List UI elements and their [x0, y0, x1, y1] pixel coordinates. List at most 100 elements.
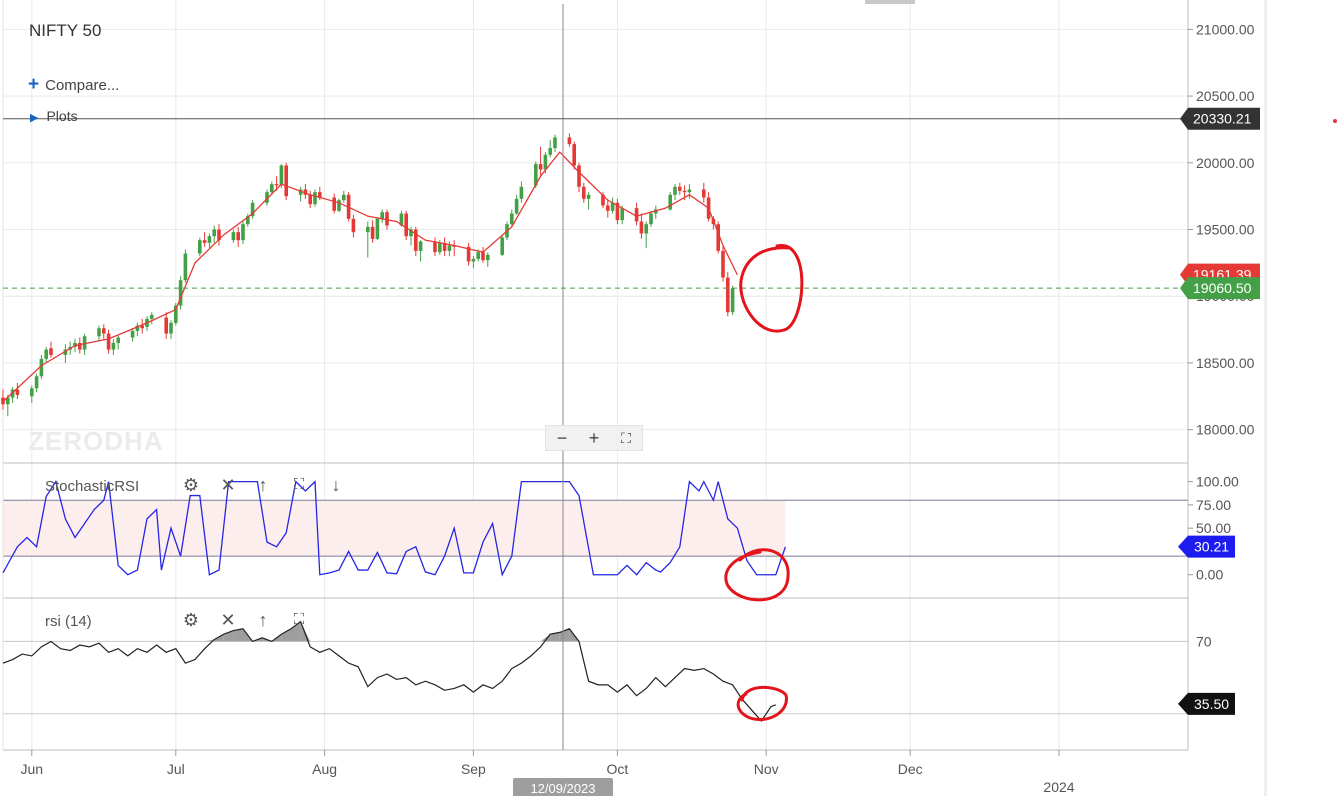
candle: [102, 324, 106, 339]
candle: [577, 162, 581, 193]
candle: [178, 276, 183, 310]
price-tag-bg: [1180, 277, 1260, 300]
candle-body: [418, 241, 423, 251]
stoch-y-tick-label: 50.00: [1196, 520, 1231, 536]
candle-body: [721, 250, 725, 278]
plots-label: Plots: [46, 108, 78, 124]
candle: [730, 285, 735, 315]
candle: [49, 341, 53, 358]
rsi-line: [2, 620, 777, 723]
candle-body: [438, 242, 442, 253]
candle-body: [510, 213, 514, 225]
candle-body: [582, 186, 586, 199]
candle-body: [106, 333, 111, 350]
x-tick-label: Oct: [607, 761, 629, 777]
candle-body: [730, 288, 735, 313]
candle-body: [702, 189, 706, 198]
candle-body: [370, 226, 375, 239]
candle: [313, 189, 317, 207]
candle-body: [620, 208, 624, 221]
candle-body: [135, 325, 140, 331]
rsi-series: [2, 620, 777, 723]
candle: [39, 354, 44, 379]
price-tag-bg: [1180, 107, 1260, 130]
pane-separators: [2, 0, 1189, 751]
rsi-overbought-fill: [204, 639, 215, 642]
candle-body: [140, 325, 144, 329]
candle-body: [726, 277, 730, 313]
candle: [644, 221, 648, 249]
candle-body: [649, 213, 653, 225]
candle-body: [246, 216, 250, 225]
moving-average-line: [2, 151, 738, 403]
candle-body: [716, 224, 720, 251]
candle-body: [567, 137, 572, 145]
candle-body: [284, 165, 288, 197]
rsi-close-icon[interactable]: ✕: [220, 610, 236, 630]
candle: [380, 209, 384, 223]
candle-body: [169, 322, 173, 334]
annotation-circle: [739, 244, 804, 333]
stoch-move-down-icon[interactable]: ↓: [331, 475, 341, 495]
x-tick-label: Jul: [167, 761, 185, 777]
vertical-scrollbar[interactable]: [1264, 0, 1267, 796]
red-dot: [1333, 119, 1337, 123]
candle-body: [15, 389, 20, 395]
stoch-move-up-icon[interactable]: ↑: [258, 475, 268, 495]
candle-body: [610, 202, 615, 211]
zoom-controls: − + ⛶: [545, 425, 643, 451]
x-tick-label: Jun: [21, 761, 44, 777]
candle: [34, 373, 39, 393]
candle: [366, 221, 370, 258]
fullscreen-button[interactable]: ⛶: [621, 430, 631, 446]
candle-body: [673, 186, 677, 195]
rsi-settings-gear-icon[interactable]: ⚙: [182, 610, 200, 630]
candle-body: [298, 189, 303, 195]
candle: [78, 337, 82, 354]
candle: [217, 224, 221, 246]
candle: [284, 162, 288, 201]
rsi-move-up-icon[interactable]: ↑: [258, 610, 268, 630]
compare-label: Compare...: [45, 77, 120, 94]
candle: [231, 229, 236, 243]
stoch-y-tick-label: 0.00: [1196, 567, 1223, 583]
candle-body: [414, 229, 418, 251]
candle: [519, 181, 524, 203]
candle: [207, 233, 212, 249]
candle: [452, 240, 456, 257]
stoch-tag: 30.21: [1178, 535, 1235, 558]
candle-body: [10, 389, 15, 398]
rsi-expand-icon[interactable]: ⛶: [293, 611, 305, 628]
candle: [236, 226, 240, 247]
compare-button[interactable]: + Compare...: [28, 74, 119, 96]
candle: [481, 246, 485, 263]
zoom-out-button[interactable]: −: [556, 428, 568, 448]
candle: [342, 190, 346, 203]
candle-body: [164, 317, 168, 334]
stoch-settings-gear-icon[interactable]: ⚙: [182, 475, 200, 495]
stoch-close-icon[interactable]: ✕: [220, 475, 236, 495]
candle-body: [39, 358, 44, 377]
zoom-in-button[interactable]: +: [588, 428, 600, 448]
stoch-expand-icon[interactable]: ⛶: [293, 476, 305, 493]
candle-body: [337, 200, 341, 211]
pane-resize-handle[interactable]: [865, 0, 915, 4]
candle-body: [682, 190, 687, 193]
stoch-y-tick-label: 100.00: [1196, 474, 1239, 490]
candle-body: [130, 330, 135, 338]
candle: [246, 213, 250, 227]
candle-body: [538, 164, 543, 170]
candle-body: [366, 226, 370, 233]
candle: [673, 184, 677, 201]
stochastic-rsi-series: [2, 480, 787, 577]
candle-body: [116, 337, 120, 343]
rsi-y-tick-label: 70: [1196, 633, 1212, 649]
candle: [332, 193, 336, 214]
plots-toggle[interactable]: ▶ Plots: [30, 108, 78, 124]
candle: [548, 140, 552, 158]
price-tag-label: 20330.21: [1193, 111, 1252, 127]
candle: [582, 182, 586, 203]
candle: [442, 237, 447, 257]
